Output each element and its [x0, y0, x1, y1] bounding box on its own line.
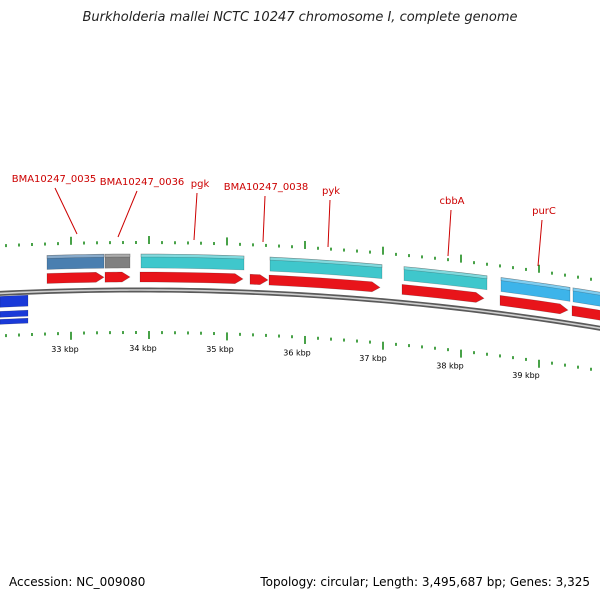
gene-bar-6 [500, 277, 571, 302]
kbp-label: 37 kbp [359, 354, 387, 363]
gene-bar-3 [140, 253, 245, 271]
cds-arrow-1 [46, 272, 105, 284]
cds-arrow-8 [571, 305, 600, 321]
accession-text: Accession: NC_009080 [9, 575, 146, 589]
map-title: Burkholderia mallei NCTC 10247 chromosom… [82, 10, 518, 25]
gene-leader-line [193, 192, 198, 241]
gene-bar-gloss-6 [500, 277, 571, 291]
left-gene-3 [0, 317, 29, 325]
gene-bar-1 [46, 253, 105, 270]
gene-label: cbbA [439, 196, 464, 207]
gene-bar-4 [269, 256, 383, 279]
gene-label: BMA10247_0036 [100, 177, 185, 188]
gene-bar-gloss-5 [403, 266, 488, 280]
cds-arrow-6 [401, 284, 485, 303]
kbp-label: 36 kbp [283, 349, 311, 358]
cds-arrow-7 [499, 295, 569, 315]
gene-bar-gloss-1 [46, 253, 105, 259]
cds-arrow-5 [268, 274, 381, 293]
gene-leader-line [262, 195, 266, 243]
gene-label: purC [532, 206, 556, 217]
kbp-label: 34 kbp [129, 344, 157, 353]
chromosome-backbone [0, 287, 600, 331]
gene-bar-gloss-2 [104, 253, 131, 258]
kbp-label: 33 kbp [51, 345, 79, 354]
kbp-label: 38 kbp [436, 361, 464, 370]
kbp-label: 35 kbp [206, 345, 234, 354]
chromosome-backbone-highlight [0, 289, 600, 330]
genome-summary-text: Topology: circular; Length: 3,495,687 bp… [260, 575, 590, 589]
gene-bar-gloss-7 [572, 287, 600, 296]
gene-label: pyk [322, 186, 340, 197]
cds-arrow-2 [104, 271, 131, 283]
gene-bar-2 [104, 253, 131, 269]
gene-leader-line [327, 199, 331, 248]
gene-leader-line [537, 219, 543, 267]
kbp-label: 39 kbp [512, 371, 540, 380]
cds-arrow-3 [139, 271, 244, 284]
gene-bar-gloss-4 [269, 256, 383, 268]
gene-leader-line [447, 209, 452, 257]
left-gene-1 [0, 294, 29, 308]
gene-label: pgk [191, 179, 210, 190]
gene-leader-line [117, 190, 138, 238]
left-gene-2 [0, 309, 29, 318]
gene-leader-line [54, 187, 78, 235]
gene-label: BMA10247_0038 [224, 182, 309, 193]
gene-bar-7 [572, 287, 600, 307]
gene-label: BMA10247_0035 [12, 174, 97, 185]
cds-arrow-4 [249, 273, 269, 285]
gene-bar-gloss-3 [140, 253, 245, 260]
gene-bar-5 [403, 266, 488, 291]
